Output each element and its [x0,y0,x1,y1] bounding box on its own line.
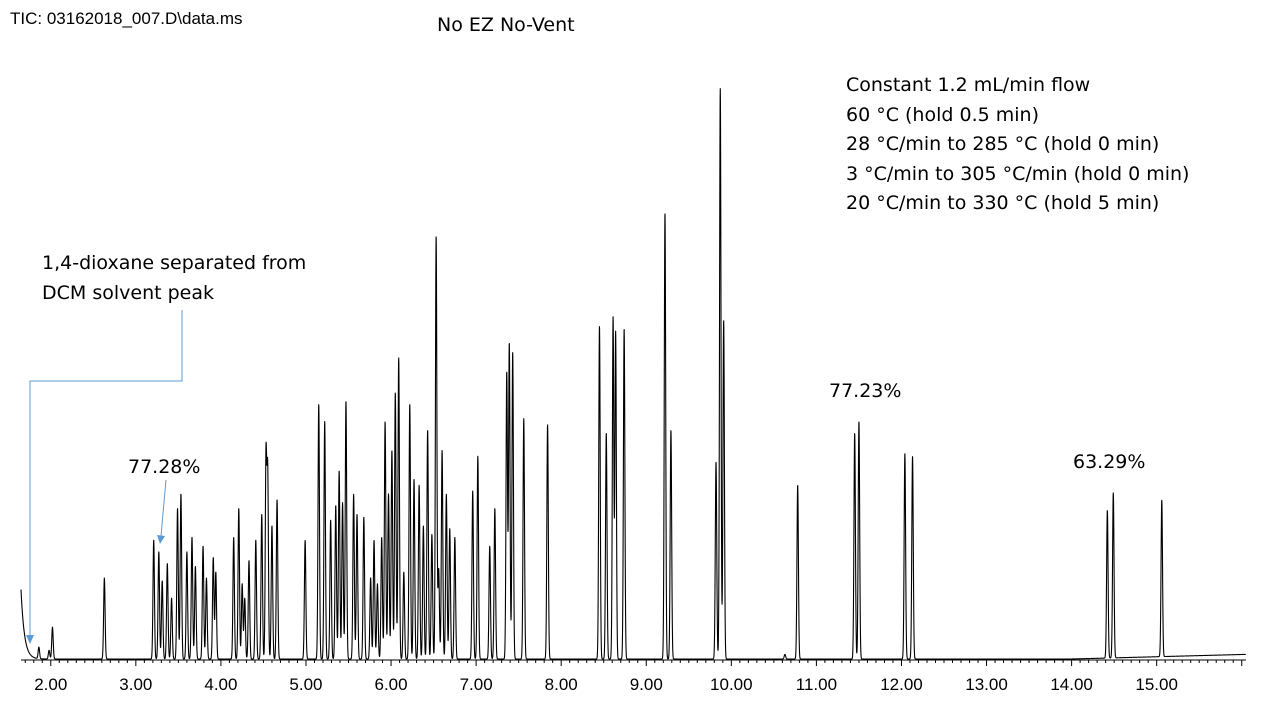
x-tick-label: 8.00 [545,675,578,694]
x-tick-label: 4.00 [204,675,237,694]
tic-trace [20,88,1247,660]
dioxane-note-line: DCM solvent peak [42,281,214,304]
dioxane-annotation: 1,4-dioxane separated from DCM solvent p… [42,249,306,308]
dioxane-leader-line [29,310,183,636]
resolution-label: 77.23% [829,380,902,402]
chart-title: No EZ No-Vent [437,14,575,36]
method-line: 3 °C/min to 305 °C/min (hold 0 min) [846,162,1190,185]
method-line: 60 °C (hold 0.5 min) [846,103,1039,126]
x-tick-label: 3.00 [119,675,152,694]
method-line: 20 °C/min to 330 °C (hold 5 min) [846,192,1160,214]
method-line: Constant 1.2 mL/min flow [846,74,1091,96]
resolution-label: 63.29% [1073,451,1146,473]
annotation-arrows [26,310,183,644]
tic-file-label: TIC: 03162018_007.D\data.ms [10,9,243,28]
x-tick-label: 12.00 [880,675,923,694]
resolution-label: 77.28% [128,456,201,478]
method-conditions: Constant 1.2 mL/min flow 60 °C (hold 0.5… [846,71,1189,219]
x-tick-label: 15.00 [1135,675,1178,694]
x-tick-label: 6.00 [375,675,408,694]
x-axis [21,659,1246,666]
x-tick-label: 9.00 [630,675,663,694]
x-tick-label: 10.00 [710,675,753,694]
method-line: 28 °C/min to 285 °C (hold 0 min) [846,133,1160,155]
x-tick-label: 13.00 [965,675,1008,694]
dioxane-arrowhead [26,635,34,644]
x-tick-label: 14.00 [1050,675,1093,694]
x-tick-labels: 2.00 3.00 4.00 5.00 6.00 7.00 8.00 9.00 10.00 11.… [34,675,1178,694]
resolution-arrowhead [157,535,165,544]
dioxane-note-line: 1,4-dioxane separated from [42,252,307,274]
x-tick-label: 5.00 [289,675,322,694]
resolution-arrow-line [160,479,167,537]
x-tick-label: 2.00 [34,675,67,694]
x-tick-label: 11.00 [796,675,837,694]
x-tick-label: 7.00 [460,675,493,694]
